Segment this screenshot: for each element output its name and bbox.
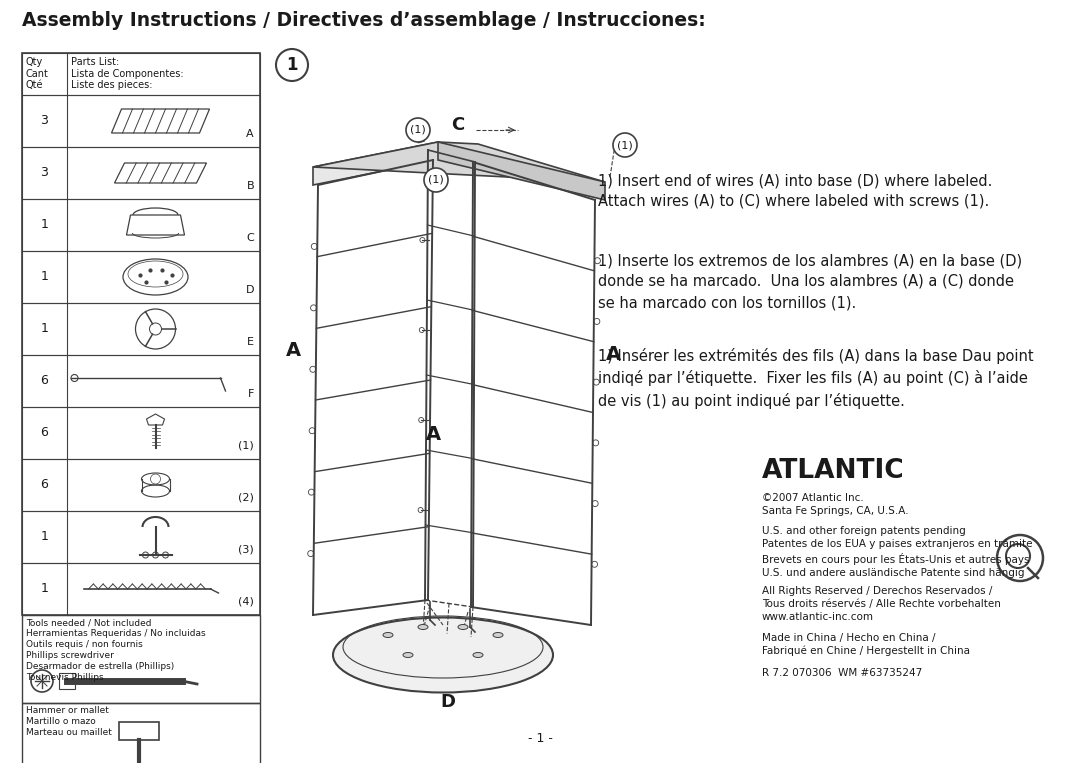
Text: Assembly Instructions / Directives d’assemblage / Instrucciones:: Assembly Instructions / Directives d’ass…: [22, 11, 705, 30]
Bar: [22, 251, 260, 303]
Text: (1): (1): [428, 175, 444, 185]
Polygon shape: [313, 142, 438, 185]
Polygon shape: [438, 142, 605, 200]
Bar: [22, 615, 260, 703]
Text: D: D: [245, 285, 254, 295]
Text: 6: 6: [41, 478, 49, 491]
Text: (3): (3): [239, 545, 254, 555]
Text: 3: 3: [41, 114, 49, 127]
Bar: [22, 53, 260, 615]
Text: Hammer or mallet
Martillo o mazo
Marteau ou maillet: Hammer or mallet Martillo o mazo Marteau…: [26, 706, 112, 737]
Text: 1: 1: [41, 323, 49, 336]
Text: ©2007 Atlantic Inc.
Santa Fe Springs, CA, U.S.A.: ©2007 Atlantic Inc. Santa Fe Springs, CA…: [762, 493, 908, 516]
Text: 1) Insérer les extrémités des fils (A) dans la base Dau point
indiqé par l’étiqu: 1) Insérer les extrémités des fils (A) d…: [598, 348, 1034, 409]
Circle shape: [406, 118, 430, 142]
Text: (2): (2): [238, 493, 254, 503]
Ellipse shape: [418, 624, 428, 629]
Text: All Rights Reserved / Derechos Reservados /
Tous droits réservés / Alle Rechte v: All Rights Reserved / Derechos Reservado…: [762, 586, 1001, 622]
Ellipse shape: [383, 633, 393, 638]
Text: E: E: [247, 337, 254, 347]
Text: 1: 1: [41, 271, 49, 284]
Text: Made in China / Hecho en China /
Fabriqué en Chine / Hergestellt in China: Made in China / Hecho en China / Fabriqu…: [762, 633, 970, 656]
Circle shape: [613, 133, 637, 157]
Polygon shape: [313, 142, 605, 182]
Text: (1): (1): [617, 140, 633, 150]
Text: 1) Inserte los extremos de los alambres (A) en la base (D)
donde se ha marcado. : 1) Inserte los extremos de los alambres …: [598, 253, 1022, 310]
Text: 1: 1: [41, 218, 49, 231]
Ellipse shape: [458, 624, 468, 629]
Text: - 1 -: - 1 -: [527, 732, 553, 745]
Bar: [22, 147, 260, 199]
Bar: [22, 303, 260, 355]
Text: 6: 6: [41, 375, 49, 388]
Bar: [119, 722, 159, 740]
Text: U.S. and other foreign patents pending
Patentes de los EUA y paises extranjeros : U.S. and other foreign patents pending P…: [762, 526, 1032, 578]
Ellipse shape: [473, 652, 483, 658]
Text: A: A: [246, 129, 254, 139]
Text: R 7.2 070306  WM #63735247: R 7.2 070306 WM #63735247: [762, 668, 922, 678]
Text: 1: 1: [41, 530, 49, 543]
Bar: [22, 511, 260, 563]
Text: D: D: [441, 693, 456, 711]
Text: A: A: [285, 340, 300, 359]
Text: F: F: [247, 389, 254, 399]
Text: Qty
Cant
Qté: Qty Cant Qté: [26, 57, 49, 90]
Text: 1: 1: [286, 56, 298, 74]
Text: A: A: [426, 426, 441, 445]
Text: (1): (1): [410, 125, 426, 135]
Text: C: C: [451, 116, 464, 134]
Circle shape: [424, 168, 448, 192]
Ellipse shape: [333, 617, 553, 693]
Text: Parts List:
Lista de Componentes:
Liste des pieces:: Parts List: Lista de Componentes: Liste …: [71, 57, 184, 90]
Bar: [22, 459, 260, 511]
Text: Tools needed / Not included
Herramientas Requeridas / No incluidas
Outils requis: Tools needed / Not included Herramientas…: [26, 618, 205, 682]
Bar: [22, 53, 260, 95]
Bar: [59, 673, 75, 689]
Text: 1: 1: [41, 582, 49, 595]
Ellipse shape: [492, 633, 503, 638]
Text: (1): (1): [239, 441, 254, 451]
Text: A: A: [606, 345, 621, 364]
Bar: [22, 199, 260, 251]
Text: (4): (4): [238, 597, 254, 607]
Text: 3: 3: [41, 166, 49, 179]
Text: B: B: [246, 181, 254, 191]
Text: 1) Insert end of wires (A) into base (D) where labeled.
Attach wires (A) to (C) : 1) Insert end of wires (A) into base (D)…: [598, 173, 993, 209]
Bar: [22, 703, 260, 763]
Bar: [22, 407, 260, 459]
Ellipse shape: [403, 652, 413, 658]
Text: C: C: [246, 233, 254, 243]
Bar: [22, 563, 260, 615]
Text: ATLANTIC: ATLANTIC: [762, 458, 905, 484]
Text: 6: 6: [41, 427, 49, 439]
Bar: [22, 95, 260, 147]
Bar: [22, 355, 260, 407]
